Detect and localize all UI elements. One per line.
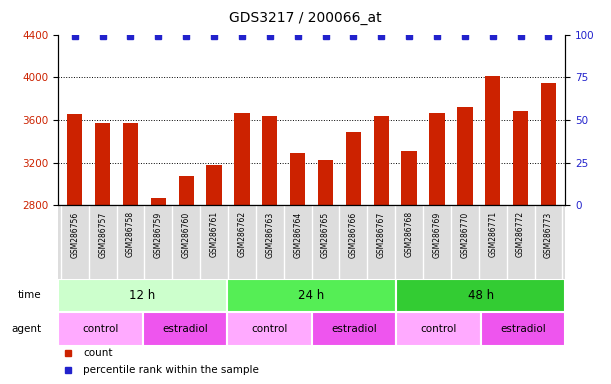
Text: count: count <box>83 348 113 358</box>
Bar <box>513 111 529 205</box>
Text: control: control <box>82 324 119 334</box>
Text: GSM286760: GSM286760 <box>181 211 191 258</box>
Text: GSM286769: GSM286769 <box>433 211 442 258</box>
Text: estradiol: estradiol <box>500 324 546 334</box>
Text: GSM286759: GSM286759 <box>154 211 163 258</box>
Bar <box>58 312 142 346</box>
Bar <box>318 159 333 205</box>
Text: GSM286766: GSM286766 <box>349 211 358 258</box>
Text: 48 h: 48 h <box>467 289 494 302</box>
Text: GSM286764: GSM286764 <box>293 211 302 258</box>
Text: GSM286761: GSM286761 <box>210 211 219 257</box>
Bar <box>142 312 227 346</box>
Bar <box>151 198 166 205</box>
Bar <box>457 107 472 205</box>
Text: GDS3217 / 200066_at: GDS3217 / 200066_at <box>229 11 382 25</box>
Bar <box>262 116 277 205</box>
Text: estradiol: estradiol <box>331 324 377 334</box>
Bar <box>373 116 389 205</box>
Bar <box>401 151 417 205</box>
Bar <box>485 76 500 205</box>
Bar <box>430 113 445 205</box>
Text: GSM286773: GSM286773 <box>544 211 553 258</box>
Text: agent: agent <box>11 324 41 334</box>
Text: GSM286771: GSM286771 <box>488 211 497 257</box>
Bar <box>207 166 222 205</box>
Bar <box>481 312 565 346</box>
Bar <box>95 123 111 205</box>
Bar <box>227 279 396 312</box>
Text: GSM286756: GSM286756 <box>70 211 79 258</box>
Bar <box>346 132 361 205</box>
Text: GSM286763: GSM286763 <box>265 211 274 258</box>
Text: GSM286758: GSM286758 <box>126 211 135 257</box>
Text: GSM286768: GSM286768 <box>404 211 414 257</box>
Text: time: time <box>18 290 41 300</box>
Text: 12 h: 12 h <box>130 289 156 302</box>
Text: control: control <box>251 324 288 334</box>
Bar <box>58 279 227 312</box>
Text: GSM286757: GSM286757 <box>98 211 107 258</box>
Text: GSM286770: GSM286770 <box>460 211 469 258</box>
Text: GSM286767: GSM286767 <box>377 211 386 258</box>
Bar <box>67 114 82 205</box>
Text: estradiol: estradiol <box>162 324 208 334</box>
Bar <box>123 123 138 205</box>
Bar <box>290 153 306 205</box>
Text: 24 h: 24 h <box>299 289 324 302</box>
Bar <box>396 312 481 346</box>
Bar <box>396 279 565 312</box>
Bar <box>541 83 556 205</box>
Text: GSM286772: GSM286772 <box>516 211 525 257</box>
Bar <box>312 312 396 346</box>
Bar <box>178 175 194 205</box>
Text: control: control <box>420 324 456 334</box>
Bar <box>227 312 312 346</box>
Bar <box>234 113 250 205</box>
Text: percentile rank within the sample: percentile rank within the sample <box>83 365 259 375</box>
Text: GSM286765: GSM286765 <box>321 211 330 258</box>
Text: GSM286762: GSM286762 <box>238 211 246 257</box>
